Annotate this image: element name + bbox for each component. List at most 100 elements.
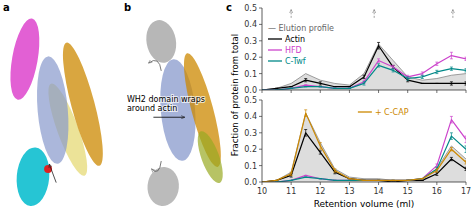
- error-bar-cap: [319, 86, 322, 87]
- error-bar-stem: [466, 167, 467, 170]
- error-bar-cap: [435, 172, 438, 173]
- error-bar: [304, 130, 307, 137]
- error-bar-cap: [465, 160, 467, 161]
- x-tick: [378, 182, 379, 185]
- error-bar: [363, 180, 366, 181]
- x-tick: [262, 182, 263, 185]
- error-bar-cap: [435, 70, 438, 71]
- error-bar: [304, 85, 307, 86]
- error-bar-cap: [377, 42, 380, 43]
- y-tick: [259, 182, 262, 183]
- x-tick: [407, 182, 408, 185]
- series-line: [262, 65, 466, 90]
- structure-sketch: [193, 128, 228, 186]
- x-tick: [262, 90, 263, 93]
- x-axis-line: [262, 90, 466, 91]
- error-bar-cap: [363, 180, 366, 181]
- error-bar-stem: [305, 79, 306, 82]
- error-bar-cap: [465, 145, 467, 146]
- error-bar-cap: [435, 73, 438, 74]
- axes: 0.00.10.20.30.40.5: [244, 4, 466, 95]
- error-bar-cap: [319, 178, 322, 179]
- error-bar-stem: [422, 75, 423, 78]
- error-bar-cap: [333, 88, 336, 89]
- error-bar-cap: [392, 180, 395, 181]
- panel-label: b: [124, 2, 131, 13]
- error-bar-cap: [333, 86, 336, 87]
- error-bar-cap: [319, 81, 322, 82]
- error-bar: [465, 69, 467, 72]
- error-bar-cap: [450, 150, 453, 151]
- error-bar-stem: [305, 130, 306, 137]
- error-bar: [450, 82, 453, 85]
- peak-arrow: [291, 10, 292, 18]
- elution-outline: [262, 113, 466, 182]
- error-bar-cap: [290, 172, 293, 173]
- error-bar: [348, 178, 351, 179]
- error-bar-stem: [436, 169, 437, 172]
- x-tick: [320, 182, 321, 185]
- error-bar: [450, 133, 453, 140]
- error-bar-cap: [450, 139, 453, 140]
- error-bar-cap: [406, 75, 409, 76]
- error-bar-stem: [466, 57, 467, 60]
- error-bar-cap: [348, 178, 351, 179]
- error-bar-stem: [378, 59, 379, 62]
- annotation-line: around actin: [127, 104, 177, 113]
- series-line: [262, 113, 466, 182]
- elution-area: [262, 113, 466, 182]
- x-tick: [320, 90, 321, 93]
- x-tick-label: 10: [257, 187, 267, 196]
- error-bar: [450, 157, 453, 160]
- error-bar-stem: [364, 75, 365, 78]
- error-bar-cap: [450, 58, 453, 59]
- error-bar-cap: [319, 150, 322, 151]
- legend-swatch: [358, 111, 372, 112]
- error-bar-cap: [348, 180, 351, 181]
- error-bar-cap: [406, 80, 409, 81]
- error-bar: [319, 151, 322, 154]
- error-bar: [333, 86, 336, 87]
- x-tick: [349, 90, 350, 93]
- error-bar-cap: [435, 83, 438, 84]
- error-bar-stem: [320, 82, 321, 85]
- error-bar-cap: [421, 83, 424, 84]
- error-bar: [421, 75, 424, 78]
- error-bar-cap: [304, 116, 307, 117]
- x-tick: [436, 90, 437, 93]
- error-bar: [465, 161, 467, 164]
- error-bar-cap: [421, 178, 424, 179]
- error-bar-stem: [466, 146, 467, 153]
- x-tick-label: 12: [315, 187, 325, 196]
- error-bar-cap: [348, 86, 351, 87]
- legend-label: C-Twf: [285, 57, 306, 66]
- error-bar: [319, 143, 322, 150]
- error-bar-cap: [290, 177, 293, 178]
- error-bar: [465, 146, 467, 153]
- error-bar-cap: [304, 136, 307, 137]
- legend-label: + C-CAP: [375, 108, 409, 117]
- error-bar-cap: [290, 88, 293, 89]
- x-tick: [378, 90, 379, 93]
- error-bar-stem: [466, 69, 467, 72]
- error-bar-cap: [377, 180, 380, 181]
- error-bar: [333, 88, 336, 89]
- y-tick: [259, 90, 262, 91]
- error-bar-cap: [435, 172, 438, 173]
- y-tick-label: 0.5: [244, 96, 257, 105]
- y-tick-label: 0.4: [244, 112, 257, 121]
- error-bar: [450, 67, 453, 70]
- error-bar: [275, 180, 278, 181]
- error-bar: [304, 110, 307, 117]
- error-bar-cap: [450, 81, 453, 82]
- error-bar: [392, 69, 395, 72]
- error-bar-cap: [333, 88, 336, 89]
- error-bar: [304, 79, 307, 82]
- error-bar: [377, 180, 380, 181]
- error-bar-cap: [465, 142, 467, 143]
- error-bar: [290, 180, 293, 181]
- y-axis-line: [262, 8, 263, 90]
- error-bar: [377, 59, 380, 62]
- y-tick: [259, 132, 262, 133]
- y-tick: [259, 149, 262, 150]
